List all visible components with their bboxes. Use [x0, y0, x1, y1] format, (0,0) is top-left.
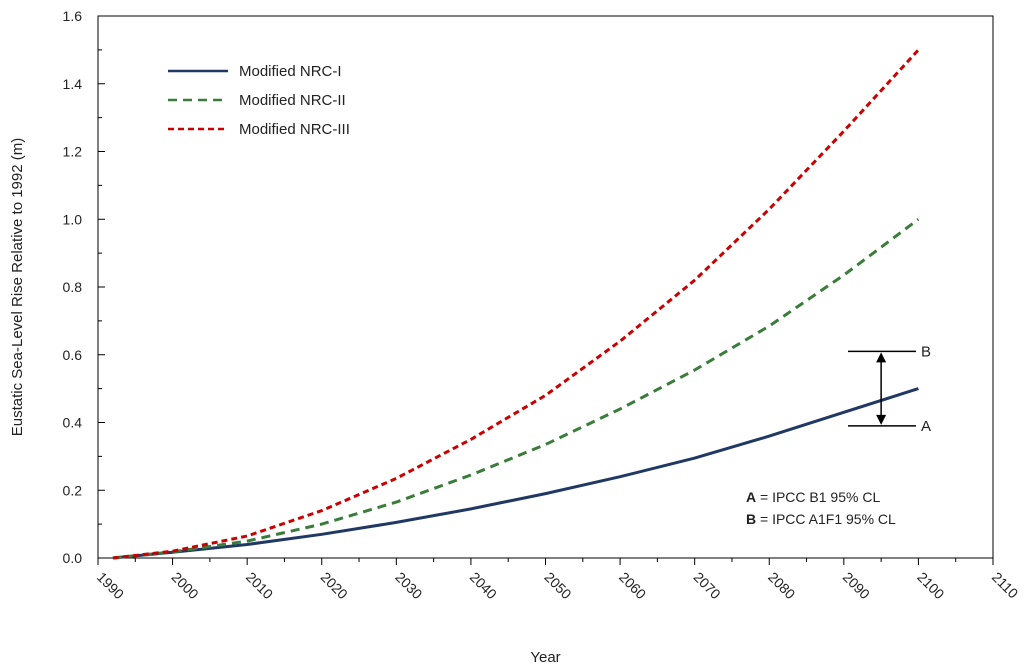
x-tick-label: 2020	[318, 569, 351, 602]
x-tick-label: 2050	[541, 569, 574, 602]
range-high-label: B	[921, 343, 931, 360]
series-line-1	[112, 387, 919, 560]
plot-frame	[97, 15, 994, 559]
x-tick-label: 2000	[168, 569, 201, 602]
x-axis-title: Year	[530, 649, 560, 666]
x-tick-label: 2040	[467, 569, 500, 602]
note-a-text: = IPCC B1 95% CL	[756, 489, 880, 505]
note-b: B = IPCC A1F1 95% CL	[746, 511, 896, 527]
legend-label-nrc-3: Modified NRC-III	[239, 121, 350, 138]
legend: Modified NRC-I Modified NRC-II Modified …	[168, 63, 350, 138]
ipcc-range-annotation: B A	[848, 343, 931, 435]
x-tick-label: 2070	[691, 569, 724, 602]
y-tick-label: 1.4	[63, 76, 83, 92]
series-line-3	[112, 48, 920, 560]
y-tick-label: 1.0	[63, 211, 83, 227]
note-a: A = IPCC B1 95% CL	[746, 489, 880, 505]
y-tick-label: 0.8	[63, 279, 83, 295]
y-tick-label: 1.6	[63, 8, 83, 24]
x-tick-label: 2090	[840, 569, 873, 602]
legend-label-nrc-2: Modified NRC-II	[239, 92, 346, 109]
arrow-down-icon	[876, 414, 887, 425]
note-b-key: B	[746, 511, 756, 527]
x-tick-label: 2110	[989, 569, 1022, 602]
x-tick-label: 2030	[392, 569, 425, 602]
x-tick-label: 2010	[243, 569, 276, 602]
series-layer	[112, 48, 920, 560]
note-a-key: A	[746, 489, 756, 505]
x-tick-label: 2100	[914, 569, 947, 602]
y-axis-title: Eustatic Sea-Level Rise Relative to 1992…	[9, 138, 26, 436]
y-tick-label: 1.2	[63, 144, 83, 160]
x-tick-label: 2060	[616, 569, 649, 602]
ipcc-notes: A = IPCC B1 95% CL B = IPCC A1F1 95% CL	[746, 489, 896, 527]
y-tick-label: 0.4	[63, 415, 83, 431]
plot-area	[97, 15, 994, 559]
range-low-label: A	[921, 418, 931, 435]
x-tick-label: 2080	[765, 569, 798, 602]
y-tick-label: 0.6	[63, 347, 83, 363]
y-axis: 0.0 0.2 0.4 0.6 0.8 1.0 1.2 1.4 1.6	[63, 8, 105, 566]
arrow-up-icon	[876, 352, 887, 363]
note-b-text: = IPCC A1F1 95% CL	[756, 511, 896, 527]
x-axis: 1990 2000 2010 2020 2030 2040 2050 2060 2070 2080…	[94, 558, 1022, 602]
y-tick-label: 0.0	[63, 550, 83, 566]
y-tick-label: 0.2	[63, 482, 83, 498]
x-tick-label: 1990	[94, 569, 127, 602]
series-line-2	[112, 218, 920, 560]
legend-label-nrc-1: Modified NRC-I	[239, 63, 342, 80]
